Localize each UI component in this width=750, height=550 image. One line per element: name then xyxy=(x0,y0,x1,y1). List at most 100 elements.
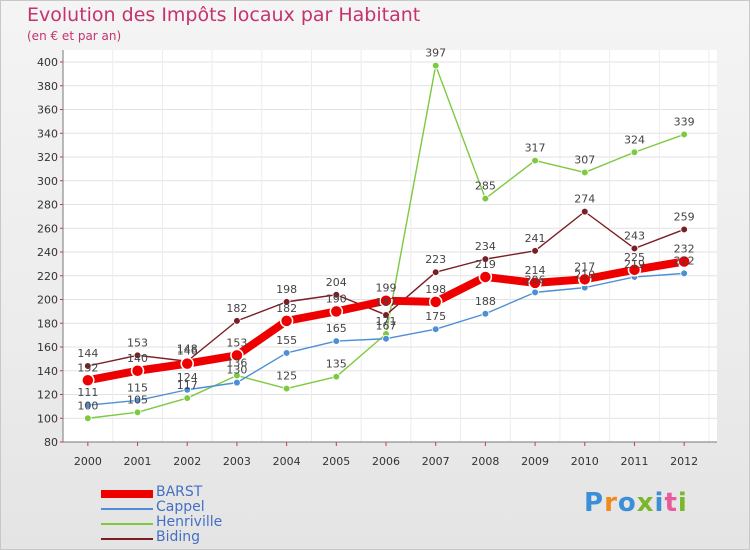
data-point-barst xyxy=(428,295,443,309)
data-point-biding xyxy=(630,244,639,253)
y-tick-label: 260 xyxy=(37,222,58,235)
data-point-barst xyxy=(279,314,294,328)
data-point-henriville xyxy=(332,372,341,381)
data-label-biding: 187 xyxy=(376,296,397,309)
data-label-barst: 132 xyxy=(77,361,98,374)
y-tick-label: 400 xyxy=(37,56,58,69)
data-label-henriville: 171 xyxy=(376,315,397,328)
y-tick-label: 280 xyxy=(37,199,58,212)
y-tick-label: 180 xyxy=(37,317,58,330)
chart-legend: BARST Cappel Henriville Biding xyxy=(101,484,261,546)
y-tick-label: 300 xyxy=(37,175,58,188)
x-tick-label: 2011 xyxy=(620,455,648,468)
logo-letter: i xyxy=(654,488,665,518)
y-tick-label: 140 xyxy=(37,365,58,378)
data-point-biding xyxy=(481,255,490,263)
data-label-barst: 182 xyxy=(276,302,297,315)
data-point-barst xyxy=(329,304,344,319)
plot-area xyxy=(63,50,717,442)
data-point-cappel xyxy=(431,325,440,333)
legend-swatch-henriville xyxy=(101,523,153,525)
logo-letter: t xyxy=(664,488,678,518)
data-label-barst: 140 xyxy=(127,352,148,365)
y-tick-label: 200 xyxy=(37,294,58,307)
data-point-henriville xyxy=(431,61,440,70)
data-label-biding: 204 xyxy=(326,276,347,289)
data-point-barst xyxy=(130,364,145,378)
data-label-henriville: 100 xyxy=(77,399,98,412)
data-label-biding: 223 xyxy=(425,253,446,266)
data-label-barst: 146 xyxy=(177,345,198,358)
data-label-barst: 153 xyxy=(226,336,247,349)
data-point-henriville xyxy=(630,148,639,157)
x-tick-label: 2008 xyxy=(471,455,499,468)
chart-subtitle: (en € et par an) xyxy=(27,29,122,43)
data-point-henriville xyxy=(84,414,92,423)
data-point-biding xyxy=(282,298,291,306)
legend-swatch-biding xyxy=(101,538,153,540)
data-label-biding: 234 xyxy=(475,240,496,253)
data-label-henriville: 285 xyxy=(475,180,496,193)
y-tick-label: 120 xyxy=(37,389,58,402)
data-point-barst xyxy=(528,276,542,290)
logo-letter: o xyxy=(617,488,637,518)
data-label-cappel: 206 xyxy=(525,273,546,286)
data-label-henriville: 117 xyxy=(177,379,198,392)
data-label-henriville: 324 xyxy=(624,133,645,146)
proxiti-logo: Proxiti xyxy=(584,488,688,518)
x-tick-label: 2002 xyxy=(173,455,201,468)
legend-label-biding: Biding xyxy=(156,529,201,545)
legend-label-cappel: Cappel xyxy=(156,499,205,515)
data-label-biding: 153 xyxy=(127,336,148,349)
data-point-biding xyxy=(531,247,539,255)
data-point-barst xyxy=(81,373,95,387)
data-label-henriville: 307 xyxy=(574,153,595,166)
data-label-biding: 198 xyxy=(276,283,297,296)
data-label-cappel: 111 xyxy=(77,386,98,399)
data-label-cappel: 130 xyxy=(226,364,247,377)
y-tick-label: 380 xyxy=(37,80,58,93)
data-point-henriville xyxy=(133,408,142,417)
data-label-cappel: 210 xyxy=(574,269,595,282)
data-label-henriville: 317 xyxy=(525,142,546,155)
x-tick-label: 2005 xyxy=(322,455,350,468)
data-label-barst: 219 xyxy=(475,258,496,271)
data-label-henriville: 136 xyxy=(226,357,247,370)
data-point-biding xyxy=(332,290,341,299)
x-tick-label: 2004 xyxy=(273,455,301,468)
data-point-cappel xyxy=(332,337,341,345)
chart-title: Evolution des Impôts locaux par Habitant xyxy=(27,4,421,26)
data-point-barst xyxy=(677,254,691,269)
data-point-biding xyxy=(431,268,440,276)
y-tick-label: 80 xyxy=(44,436,58,449)
data-label-cappel: 124 xyxy=(177,371,198,384)
data-label-henriville: 397 xyxy=(425,47,446,60)
logo-letter: r xyxy=(604,488,618,518)
data-point-cappel xyxy=(282,349,291,357)
data-point-henriville xyxy=(580,168,589,177)
data-label-henriville: 105 xyxy=(127,393,148,406)
data-point-biding xyxy=(84,362,92,370)
data-point-henriville xyxy=(531,156,539,165)
legend-item-cappel: Cappel xyxy=(101,499,261,516)
x-tick-label: 2010 xyxy=(571,455,599,468)
data-label-biding: 144 xyxy=(77,347,98,360)
data-label-cappel: 167 xyxy=(376,320,397,333)
data-point-cappel xyxy=(680,269,688,278)
data-label-cappel: 115 xyxy=(127,381,148,394)
y-tick-label: 320 xyxy=(37,151,58,164)
data-point-cappel xyxy=(382,334,390,343)
data-point-henriville xyxy=(183,394,192,402)
logo-letter: P xyxy=(584,488,605,518)
data-point-barst xyxy=(180,356,194,371)
legend-label-barst: BARST xyxy=(156,484,203,500)
data-point-biding xyxy=(580,207,589,216)
legend-item-henriville: Henriville xyxy=(101,514,261,531)
data-label-cappel: 222 xyxy=(674,254,695,267)
x-tick-label: 2006 xyxy=(372,455,400,468)
data-point-henriville xyxy=(481,194,490,203)
x-tick-label: 2003 xyxy=(223,455,251,468)
y-tick-label: 340 xyxy=(37,127,58,140)
data-label-barst: 214 xyxy=(525,264,546,277)
data-point-biding xyxy=(382,311,390,319)
